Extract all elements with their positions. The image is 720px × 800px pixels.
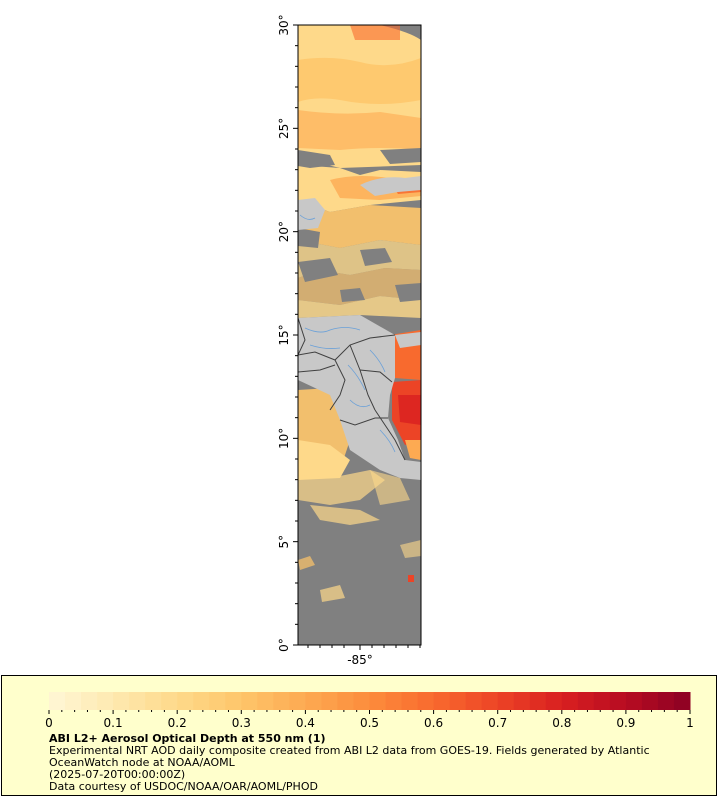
lat-label: 10° xyxy=(277,428,291,449)
colorbar-swatch xyxy=(273,692,290,710)
colorbar-swatch xyxy=(321,692,338,710)
colorbar-swatch xyxy=(417,692,435,710)
colorbar-swatch xyxy=(673,692,691,710)
lat-label: 25° xyxy=(277,118,291,139)
colorbar-swatch xyxy=(65,692,82,710)
rivers xyxy=(299,214,396,453)
colorbar-swatch xyxy=(657,692,675,710)
colorbar-swatch xyxy=(513,692,531,710)
colorbar-label: 0.4 xyxy=(296,716,315,730)
lat-label: 0° xyxy=(277,638,291,652)
land-mass xyxy=(298,176,421,480)
map-svg: 0° 5° 10° 15° 20° 25° 30° -85° xyxy=(277,14,422,667)
colorbar-label: 0.8 xyxy=(552,716,571,730)
colorbar-swatch xyxy=(113,692,130,710)
colorbar-swatch xyxy=(641,692,659,710)
colorbar-swatch xyxy=(161,692,178,710)
colorbar-label: 0.9 xyxy=(616,716,635,730)
legend-text: ABI L2+ Aerosol Optical Depth at 550 nm … xyxy=(49,733,689,793)
colorbar-swatch xyxy=(497,692,515,710)
colorbar-swatch xyxy=(305,692,322,710)
colorbar-swatch xyxy=(625,692,643,710)
colorbar-swatch xyxy=(257,692,274,710)
colorbar-swatch xyxy=(433,692,451,710)
colorbar-swatch xyxy=(209,692,226,710)
colorbar-swatch xyxy=(577,692,595,710)
colorbar-swatch xyxy=(401,692,419,710)
legend-title: ABI L2+ Aerosol Optical Depth at 550 nm … xyxy=(49,732,326,745)
colorbar-label: 0.5 xyxy=(360,716,379,730)
colorbar-swatch xyxy=(465,692,483,710)
colorbar-swatch xyxy=(529,692,547,710)
colorbar-swatch xyxy=(353,692,370,710)
colorbar-label: 0.2 xyxy=(168,716,187,730)
cloud-gaps xyxy=(298,148,421,302)
colorbar-label: 0.3 xyxy=(232,716,251,730)
colorbar-swatch xyxy=(369,692,387,710)
colorbar-label: 0.6 xyxy=(424,716,443,730)
colorbar-label: 1 xyxy=(686,716,694,730)
colorbar-swatch xyxy=(129,692,146,710)
colorbar-label: 0 xyxy=(45,716,53,730)
lat-label: 15° xyxy=(277,324,291,345)
colorbar-label: 0.7 xyxy=(488,716,507,730)
colorbar-swatch xyxy=(545,692,563,710)
colorbar-swatch xyxy=(561,692,579,710)
country-borders xyxy=(298,317,406,461)
colorbar-label: 0.1 xyxy=(104,716,123,730)
map-area: 0° 5° 10° 15° 20° 25° 30° -85° xyxy=(277,14,422,667)
colorbar-swatch xyxy=(225,692,242,710)
colorbar: 0 0.1 0.2 0.3 0.4 0.5 0.6 0.7 0.8 0.9 1 xyxy=(45,692,694,730)
lat-label: 20° xyxy=(277,221,291,242)
lat-label: 30° xyxy=(277,14,291,35)
legend-credit: Data courtesy of USDOC/NOAA/OAR/AOML/PHO… xyxy=(49,780,318,793)
colorbar-swatch xyxy=(385,692,403,710)
colorbar-swatch xyxy=(145,692,162,710)
colorbar-labels: 0 0.1 0.2 0.3 0.4 0.5 0.6 0.7 0.8 0.9 1 xyxy=(45,716,694,730)
colorbar-swatch xyxy=(81,692,98,710)
colorbar-swatch xyxy=(337,692,354,710)
colorbar-swatch xyxy=(97,692,114,710)
colorbar-swatch xyxy=(593,692,611,710)
colorbar-swatches xyxy=(49,692,691,710)
colorbar-ticks xyxy=(48,710,691,714)
colorbar-swatch xyxy=(177,692,194,710)
colorbar-swatch xyxy=(481,692,499,710)
colorbar-swatch xyxy=(449,692,467,710)
legend-timestamp: (2025-07-20T00:00:00Z) xyxy=(49,768,186,781)
latitude-labels: 0° 5° 10° 15° 20° 25° 30° xyxy=(277,14,291,651)
colorbar-swatch xyxy=(609,692,627,710)
lat-label: 5° xyxy=(277,535,291,549)
longitude-ticks xyxy=(307,645,421,650)
legend-description: Experimental NRT AOD daily composite cre… xyxy=(49,744,650,769)
longitude-label: -85° xyxy=(347,653,373,667)
colorbar-swatch xyxy=(49,692,66,710)
colorbar-swatch xyxy=(193,692,210,710)
colorbar-swatch xyxy=(289,692,306,710)
latitude-ticks xyxy=(293,24,298,646)
colorbar-swatch xyxy=(241,692,258,710)
legend-panel: 0 0.1 0.2 0.3 0.4 0.5 0.6 0.7 0.8 0.9 1 ABI L2+ Ae… xyxy=(1,675,717,796)
